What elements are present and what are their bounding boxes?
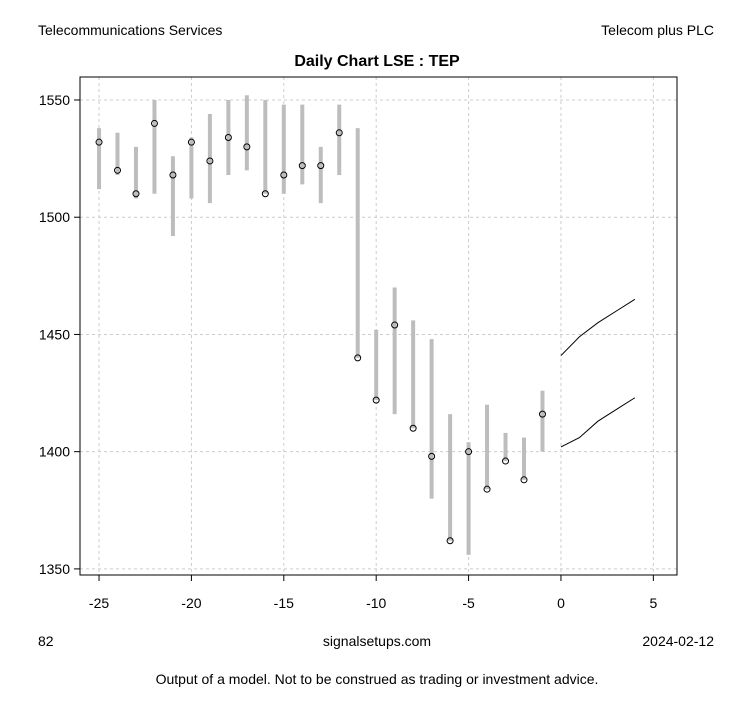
grid [80, 77, 677, 575]
forecast-upper-line [560, 298, 636, 356]
x-tick-label: -20 [181, 595, 201, 611]
x-tick-label: -25 [89, 595, 109, 611]
x-tick-label: -10 [366, 595, 386, 611]
y-tick-label: 1550 [39, 92, 70, 108]
close-point [354, 354, 362, 362]
close-point [261, 190, 269, 198]
close-point [483, 485, 491, 493]
close-point [520, 476, 528, 484]
close-point [224, 133, 232, 141]
close-point [298, 162, 306, 170]
forecast-lower-line [560, 397, 636, 448]
footer-site: signalsetups.com [323, 633, 431, 649]
y-tick-label: 1350 [39, 561, 70, 577]
close-point [409, 424, 417, 432]
close-point [428, 452, 436, 460]
close-point [132, 190, 140, 198]
price-bars [95, 95, 546, 555]
close-point [372, 396, 380, 404]
close-point [169, 171, 177, 179]
close-point [391, 321, 399, 329]
close-point [114, 166, 122, 174]
forecast-lines [560, 298, 636, 448]
y-tick-label: 1450 [39, 326, 70, 342]
close-point [465, 448, 473, 456]
x-tick-label: -5 [462, 595, 475, 611]
footer-date: 2024-02-12 [642, 633, 714, 649]
chart-title: Daily Chart LSE : TEP [294, 53, 460, 70]
header-company: Telecom plus PLC [601, 22, 714, 38]
y-tick-label: 1500 [39, 209, 70, 225]
close-point [502, 457, 510, 465]
x-tick-label: 0 [557, 595, 565, 611]
header-sector: Telecommunications Services [38, 22, 222, 38]
close-point [538, 410, 546, 418]
footer-count: 82 [38, 633, 54, 649]
close-point [150, 119, 158, 127]
plot-frame [79, 76, 678, 576]
close-point [206, 157, 214, 165]
x-tick-label: -15 [274, 595, 294, 611]
disclaimer: Output of a model. Not to be construed a… [156, 671, 599, 687]
close-point [280, 171, 288, 179]
axes: -25 -20 -15 -10 -5 0 5 1350 1400 1450 1500 1550 [39, 92, 658, 611]
close-point [446, 537, 454, 545]
close-point [95, 138, 103, 146]
close-point [317, 162, 325, 170]
x-tick-label: 5 [649, 595, 657, 611]
close-point [187, 138, 195, 146]
close-point [335, 129, 343, 137]
close-point [243, 143, 251, 151]
y-tick-label: 1400 [39, 444, 70, 460]
